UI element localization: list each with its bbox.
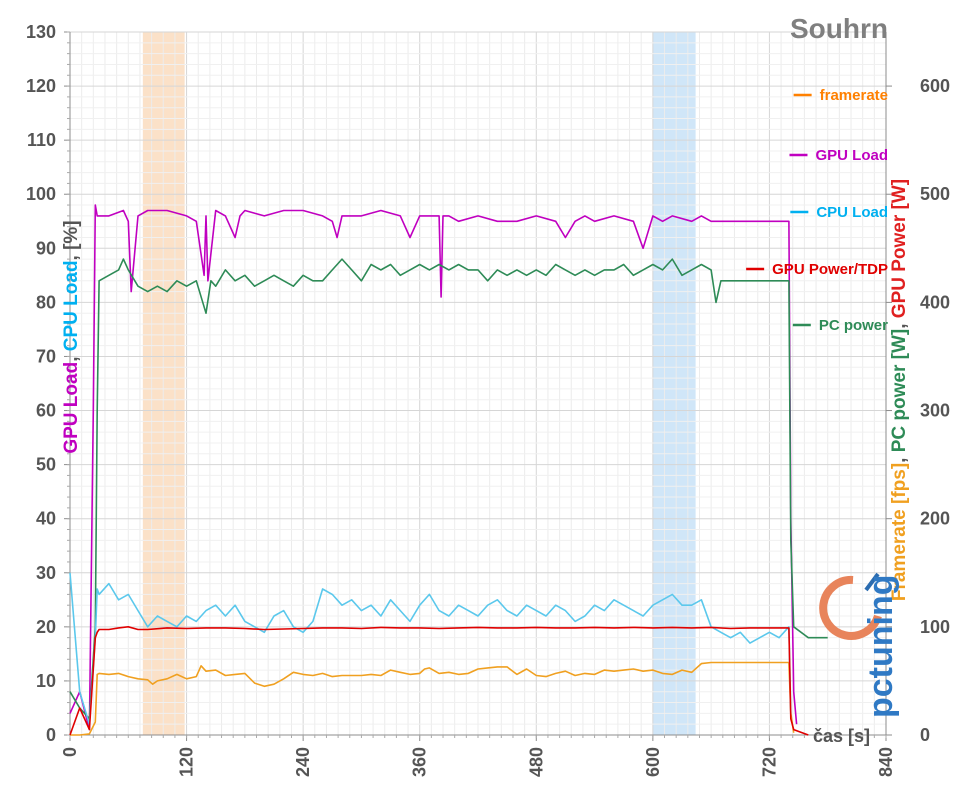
legend-label: GPU Power/TDP xyxy=(772,261,888,278)
series-line-cpu-load xyxy=(69,572,792,726)
legend-label: GPU Load xyxy=(815,147,888,164)
axis-title-part: PC power [W] xyxy=(889,329,910,453)
y-left-tick-label: 40 xyxy=(36,509,56,529)
x-tick-label: 600 xyxy=(643,747,663,777)
legend-label: CPU Load xyxy=(816,204,888,221)
axis-title-part: , xyxy=(61,351,82,362)
series-line-gpu-power-tdp xyxy=(69,625,809,736)
y-right-tick-label: 300 xyxy=(920,401,950,421)
x-tick-label: 0 xyxy=(60,747,80,757)
y-left-tick-label: 90 xyxy=(36,238,56,258)
series-line-framerate xyxy=(70,661,795,736)
highlight-band-1 xyxy=(652,32,696,735)
y-left-tick-label: 80 xyxy=(36,292,56,312)
x-tick-label: 720 xyxy=(759,747,779,777)
logo-arc xyxy=(819,575,882,640)
y-left-tick-label: 20 xyxy=(36,617,56,637)
logo-needle xyxy=(864,572,880,592)
y-left-tick-label: 30 xyxy=(36,563,56,583)
x-axis-title: čas [s] xyxy=(813,726,870,746)
y-left-tick-label: 120 xyxy=(26,76,56,96)
y-left-tick-label: 70 xyxy=(36,346,56,366)
pctuning-logo: pctuning xyxy=(819,572,900,718)
chart-legend: framerate GPU Load CPU Load GPU Power/TDP PC… xyxy=(746,87,888,334)
y-left-tick-label: 0 xyxy=(46,725,56,745)
x-tick-label: 840 xyxy=(876,747,896,777)
x-tick-label: 120 xyxy=(177,747,197,777)
y-axis-right-title: Framerate [fps], PC power [W], GPU Power… xyxy=(889,179,910,601)
axis-title-part: , xyxy=(889,318,910,329)
axis-title-part: , xyxy=(889,452,910,463)
y-left-tick-label: 100 xyxy=(26,184,56,204)
y-right-tick-label: 100 xyxy=(920,617,950,637)
series-line-gpu-load xyxy=(69,204,798,731)
axis-title-part: GPU Load xyxy=(61,362,82,454)
y-right-tick-label: 600 xyxy=(920,76,950,96)
y-right-tick-label: 200 xyxy=(920,509,950,529)
x-tick-label: 360 xyxy=(410,747,430,777)
y-left-tick-label: 130 xyxy=(26,22,56,42)
x-tick-label: 240 xyxy=(293,747,313,777)
y-right-tick-label: 500 xyxy=(920,184,950,204)
y-right-tick-label: 400 xyxy=(920,292,950,312)
legend-label: PC power xyxy=(819,317,888,334)
y-left-tick-label: 50 xyxy=(36,455,56,475)
series-line-pc-power xyxy=(69,258,828,720)
chart-series xyxy=(69,204,828,736)
y-left-tick-label: 110 xyxy=(27,130,56,150)
chart-axes: 0 10 20 30 40 50 60 70 80 90 100 110 120 130 0 100 200 30… xyxy=(26,22,950,777)
axis-title-part: CPU Load xyxy=(61,260,82,351)
y-right-tick-label: 0 xyxy=(920,725,930,745)
y-axis-left-title: GPU Load, CPU Load, [%] xyxy=(61,220,82,453)
legend-label: framerate xyxy=(820,87,888,104)
axis-title-part: , [%] xyxy=(61,220,82,260)
axis-title-part: Framerate [fps] xyxy=(889,463,910,601)
logo-text: pctuning xyxy=(862,574,900,718)
y-left-tick-label: 10 xyxy=(36,671,56,691)
axis-title-part: GPU Power [W] xyxy=(889,179,910,318)
y-left-tick-label: 60 xyxy=(36,401,56,421)
x-tick-label: 480 xyxy=(526,747,546,777)
chart-title: Souhrn xyxy=(790,13,888,44)
chart-grid xyxy=(69,31,887,736)
